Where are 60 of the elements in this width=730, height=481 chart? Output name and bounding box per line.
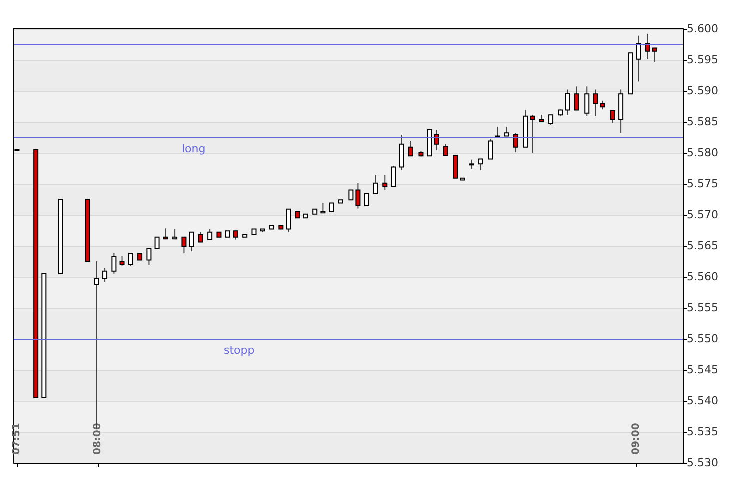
candlestick [478, 158, 484, 171]
y-tick-label: 5.565 [687, 240, 718, 252]
y-tick-label: 5.580 [687, 146, 718, 160]
candlestick [163, 228, 168, 240]
candlestick [373, 174, 378, 194]
candlestick [408, 140, 414, 157]
candlestick [120, 256, 125, 266]
candlestick [112, 252, 117, 274]
candlestick [443, 144, 448, 156]
x-tick-label: 07:51 [12, 423, 23, 455]
candlestick [128, 252, 134, 267]
candlestick [565, 89, 570, 116]
y-tick-label: 5.535 [687, 426, 718, 438]
y-tick-label: 5.550 [687, 332, 718, 346]
candlestick [208, 228, 213, 240]
candlestick [610, 110, 616, 124]
y-tick-label: 5.590 [687, 84, 718, 98]
ref-line-label: long [182, 142, 206, 156]
candlestick [382, 174, 388, 191]
candlestick [593, 89, 598, 117]
candlestick [286, 208, 292, 233]
ref-line-label: stopp [224, 344, 255, 357]
candlestick [364, 193, 370, 206]
candlestick [356, 182, 361, 210]
candlestick [636, 35, 642, 82]
candlestick [102, 268, 108, 282]
candlestick [548, 114, 554, 126]
candlestick [530, 114, 536, 154]
candlestick [574, 86, 580, 111]
candlestick [154, 236, 160, 249]
y-tick-label: 5.570 [687, 208, 718, 222]
candlestick [645, 33, 650, 60]
candlestick [399, 134, 404, 171]
candlestick [146, 248, 152, 266]
y-tick-label: 5.560 [687, 270, 718, 284]
candlestick [391, 166, 396, 187]
x-tick-label: 09:00 [631, 423, 642, 455]
y-tick-label: 5.555 [687, 302, 718, 314]
candlestick [434, 130, 440, 152]
y-tick-label: 5.600 [687, 22, 718, 36]
y-tick-label: 5.540 [687, 394, 718, 408]
y-tick-label: 5.545 [687, 364, 718, 376]
candlestick [453, 154, 458, 179]
candlestick [182, 236, 187, 254]
candlestick [189, 232, 194, 252]
candlestick [172, 228, 178, 240]
candlestick [488, 138, 494, 160]
y-tick-label: 5.595 [687, 54, 718, 66]
candlestick [652, 48, 658, 63]
candlestick [504, 126, 510, 137]
candlestick [348, 190, 354, 201]
candlestick [469, 159, 474, 170]
y-tick-label: 5.575 [687, 178, 718, 190]
candlestick [514, 132, 519, 153]
candlestick [198, 232, 204, 243]
y-tick-label: 5.530 [687, 456, 718, 470]
candlestick [584, 86, 590, 117]
candlestick [320, 202, 326, 214]
x-tick-label: 08:00 [92, 423, 104, 455]
y-tick-label: 5.585 [687, 116, 718, 128]
